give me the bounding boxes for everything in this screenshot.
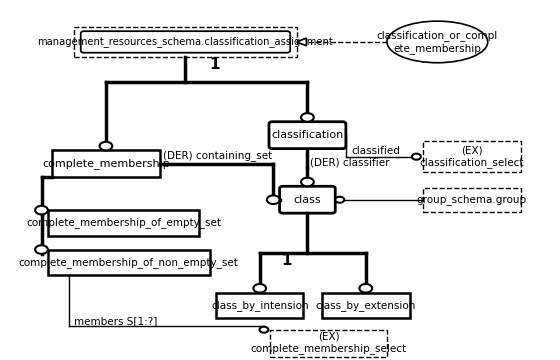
Text: class: class (293, 195, 321, 205)
Circle shape (35, 245, 48, 254)
Text: complete_membership: complete_membership (42, 158, 170, 169)
Text: complete_membership_of_non_empty_set: complete_membership_of_non_empty_set (19, 257, 239, 268)
Text: class_by_intension: class_by_intension (211, 300, 309, 311)
FancyBboxPatch shape (269, 122, 346, 149)
Text: members S[1:?]: members S[1:?] (74, 316, 158, 326)
Circle shape (301, 178, 314, 186)
Circle shape (335, 197, 344, 203)
Text: classification: classification (271, 130, 343, 140)
Circle shape (100, 142, 113, 150)
Text: (EX)
complete_membership_select: (EX) complete_membership_select (250, 332, 407, 355)
Circle shape (35, 206, 48, 215)
Text: 1: 1 (281, 253, 291, 267)
Text: (DER) classifier: (DER) classifier (310, 157, 390, 167)
Circle shape (412, 154, 421, 160)
Bar (52, 150, 160, 177)
Bar (216, 293, 304, 319)
Bar (48, 210, 199, 236)
Bar (322, 293, 409, 319)
Bar (74, 27, 297, 57)
Bar (423, 141, 521, 172)
Text: classification_or_compl
ete_membership: classification_or_compl ete_membership (377, 30, 498, 54)
Circle shape (267, 195, 279, 204)
FancyBboxPatch shape (279, 186, 335, 213)
Text: (EX)
classification_select: (EX) classification_select (419, 145, 524, 168)
Bar (423, 188, 521, 212)
Circle shape (259, 327, 268, 333)
Text: class_by_extension: class_by_extension (316, 300, 416, 311)
Text: management_resources_schema.classification_assignment: management_resources_schema.classificati… (38, 36, 333, 48)
Text: (DER) containing_set: (DER) containing_set (163, 150, 272, 161)
Circle shape (253, 284, 266, 293)
Text: 1: 1 (209, 57, 220, 72)
Text: classified: classified (351, 146, 400, 156)
Circle shape (360, 284, 372, 293)
FancyBboxPatch shape (81, 31, 290, 53)
Polygon shape (297, 38, 306, 46)
Bar (48, 249, 209, 275)
Circle shape (301, 113, 314, 122)
Text: complete_membership_of_empty_set: complete_membership_of_empty_set (26, 217, 221, 229)
Text: group_schema.group: group_schema.group (417, 194, 527, 205)
Ellipse shape (387, 21, 488, 63)
Bar (270, 330, 387, 357)
